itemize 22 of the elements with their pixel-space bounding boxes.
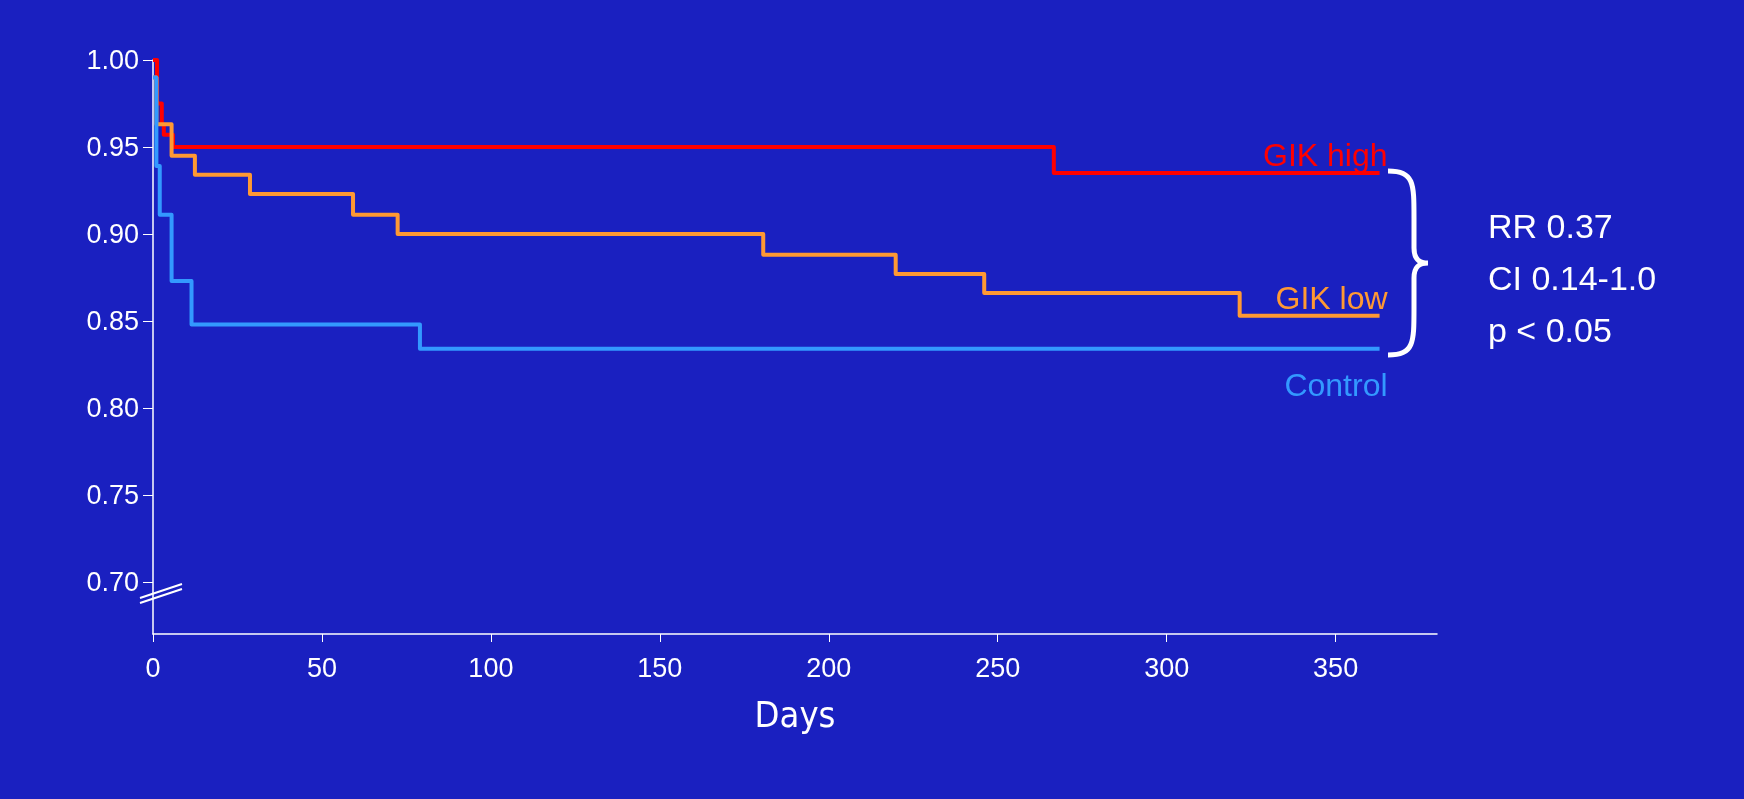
y-tick-label: 0.90 — [86, 218, 139, 249]
y-tick-label: 1.00 — [86, 45, 139, 75]
y-tick-label: 0.95 — [86, 131, 139, 162]
y-tick-label: 0.80 — [86, 392, 139, 423]
x-tick-label: 0 — [145, 652, 161, 683]
text: p < 0.05 — [1488, 311, 1612, 349]
y-tick-label: 0.75 — [86, 479, 139, 510]
x-tick-label: 200 — [806, 652, 852, 683]
x-tick-label: 300 — [1144, 652, 1190, 683]
x-axis-title: Days — [754, 693, 836, 735]
series-label: GIK low — [1275, 279, 1389, 316]
x-tick-label: 100 — [468, 652, 514, 683]
x-tick-label: 350 — [1313, 652, 1359, 683]
series-label: Control — [1284, 366, 1388, 403]
text: RR 0.37 — [1488, 207, 1613, 245]
y-tick-label: 0.70 — [86, 566, 139, 597]
x-tick-label: 250 — [975, 652, 1021, 683]
y-tick-label: 0.85 — [86, 305, 139, 336]
x-tick-label: 50 — [306, 652, 337, 683]
x-tick-label: 150 — [637, 652, 683, 683]
text: CI 0.14-1.0 — [1488, 259, 1657, 297]
series-label: GIK high — [1263, 137, 1388, 174]
